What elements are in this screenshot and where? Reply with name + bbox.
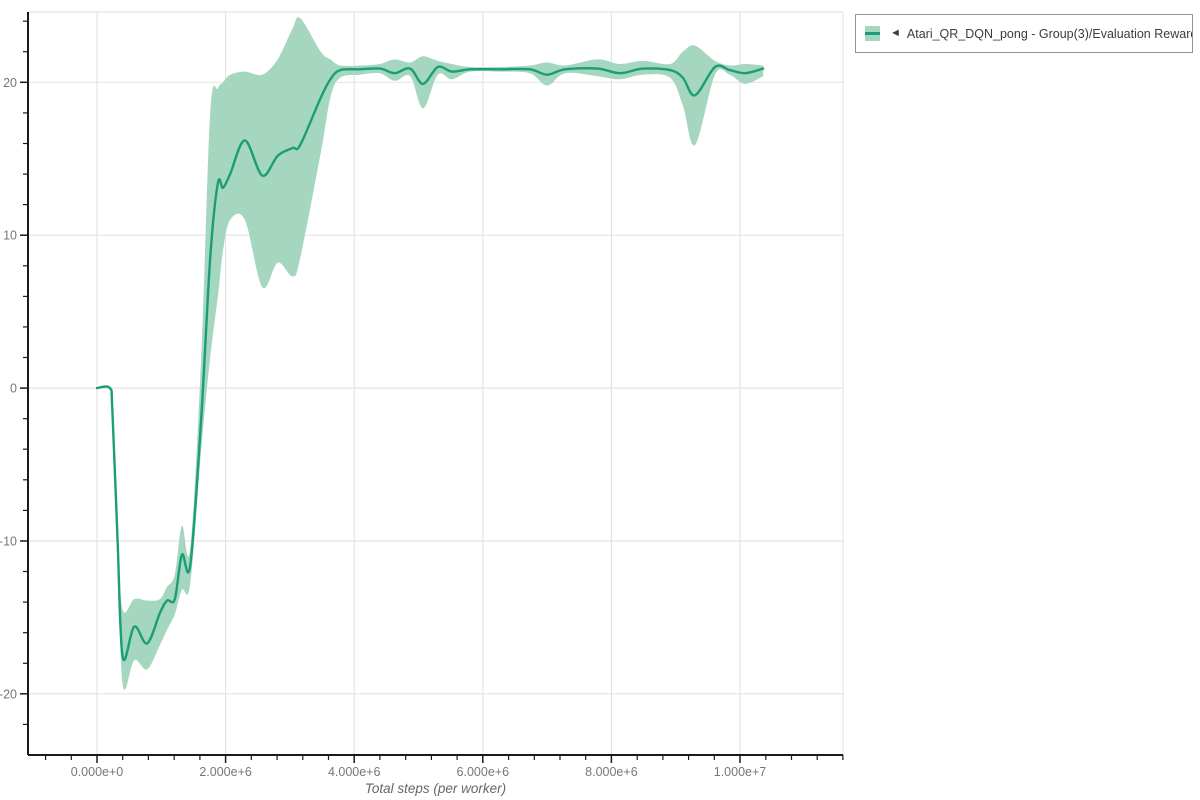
y-tick-label: 20	[3, 76, 17, 90]
y-tick-label: 0	[10, 382, 17, 396]
x-tick-label: 8.000e+6	[585, 765, 638, 779]
legend-collapse-icon[interactable]: ◄	[890, 27, 901, 39]
x-tick-label: 2.000e+6	[199, 765, 252, 779]
x-tick-label: 1.000e+7	[714, 765, 767, 779]
y-tick-label: 10	[3, 229, 17, 243]
x-tick-label: 6.000e+6	[457, 765, 510, 779]
legend-series-label: Atari_QR_DQN_pong - Group(3)/Evaluation …	[906, 26, 1193, 41]
legend-box: ◄ Atari_QR_DQN_pong - Group(3)/Evaluatio…	[855, 14, 1193, 53]
series-line	[95, 64, 765, 662]
x-axis-title: Total steps (per worker)	[364, 781, 507, 796]
x-tick-label: 4.000e+6	[328, 765, 381, 779]
legend-item-series[interactable]: ◄ Atari_QR_DQN_pong - Group(3)/Evaluatio…	[865, 26, 1193, 41]
series-swatch-line-icon	[865, 32, 880, 35]
confidence-band	[97, 17, 764, 690]
x-tick-label: 0.000e+0	[71, 765, 124, 779]
y-tick-label: -10	[0, 535, 17, 549]
series-swatch-icon	[865, 26, 880, 41]
y-tick-label: -20	[0, 687, 17, 701]
